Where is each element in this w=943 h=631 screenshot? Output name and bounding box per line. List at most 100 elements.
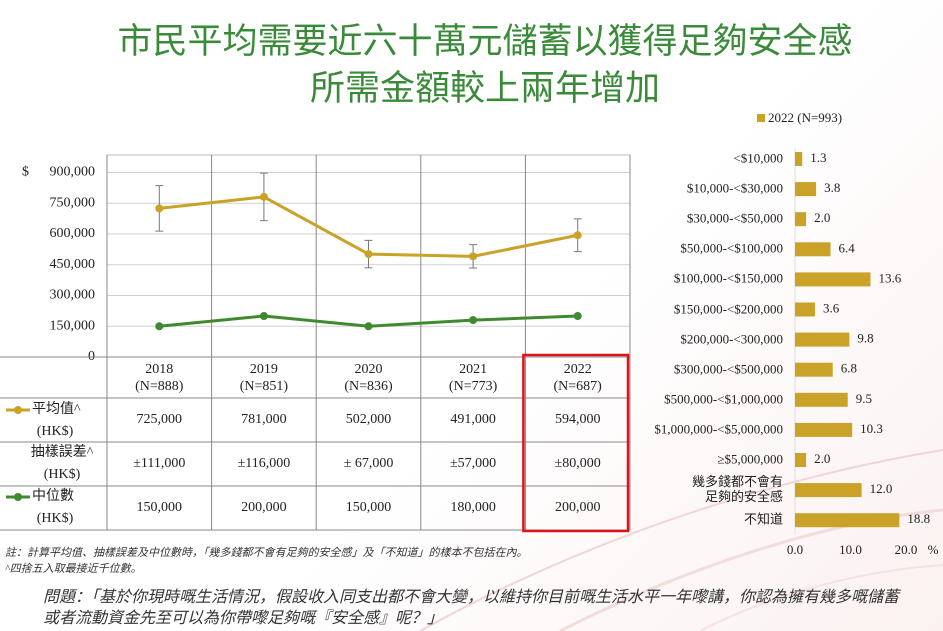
category-label html-label: $500,000-<$1,000,000 xyxy=(664,391,783,407)
data-point xyxy=(155,204,164,213)
value-label: 3.6 xyxy=(823,300,840,315)
value-label: 9.8 xyxy=(857,331,873,346)
legend-label: 平均值^ xyxy=(32,401,81,417)
table-error: ± 67,000 xyxy=(344,456,394,471)
category-label html-label: 幾多錢都不會有 足夠的安全感 xyxy=(691,474,783,505)
category-label html-label: $300,000-<$500,000 xyxy=(673,361,783,377)
x-tick-label: 0.0 xyxy=(787,542,803,557)
y-tick-label: 750,000 xyxy=(50,195,96,210)
value-label: 12.0 xyxy=(870,481,893,496)
row-label: 抽樣誤差^ xyxy=(31,443,94,460)
value-label: 9.5 xyxy=(856,391,872,406)
bar xyxy=(795,362,833,377)
sample-size: (N=773) xyxy=(449,379,498,394)
row-unit: (HK$) xyxy=(37,511,74,526)
legend-label: 中位數 xyxy=(32,488,74,504)
category-label html-label: 不知道 xyxy=(743,511,783,527)
table-value: 502,000 xyxy=(346,412,392,427)
data-point xyxy=(573,231,582,240)
bar xyxy=(795,422,853,437)
legend-marker xyxy=(14,406,22,414)
bar xyxy=(795,392,848,407)
category-label html-label: $100,000-<$150,000 xyxy=(673,270,783,286)
legend-marker xyxy=(14,493,22,501)
value-label: 18.8 xyxy=(907,511,930,526)
data-point xyxy=(573,312,582,320)
x-tick-label: 2019 xyxy=(250,362,278,377)
x-tick-label: 2020 xyxy=(355,362,383,377)
x-tick-label: 20.0 xyxy=(895,542,918,557)
bar xyxy=(795,513,900,528)
category-label html-label: $200,000-<300,000 xyxy=(680,331,783,347)
legend-label: 2022 (N=993) xyxy=(768,110,842,125)
bar xyxy=(795,152,803,166)
data-point xyxy=(469,316,478,325)
table-value: 150,000 xyxy=(346,500,392,515)
table-value: 491,000 xyxy=(450,412,496,427)
table-error: ±116,000 xyxy=(238,456,291,471)
question: 問題：「基於你現時嘅生活情況，假設收入同支出都不會大變，以維持你目前嘅生活水平一… xyxy=(43,589,900,627)
highlight-box xyxy=(522,353,630,533)
data-point xyxy=(155,322,164,331)
legend-swatch xyxy=(757,114,765,122)
decor-curve xyxy=(559,508,943,631)
value-label: 13.6 xyxy=(878,270,901,285)
data-point xyxy=(469,252,478,261)
table-value: 200,000 xyxy=(241,500,287,515)
y-unit: $ xyxy=(22,165,29,180)
sample-size: (N=687) xyxy=(554,379,603,394)
bar xyxy=(795,332,850,347)
x-tick-label: 2018 xyxy=(145,362,173,377)
value-label: 10.3 xyxy=(860,421,883,436)
value-label: 2.0 xyxy=(814,451,830,466)
y-tick-label: 300,000 xyxy=(50,288,96,303)
sample-size: (N=888) xyxy=(135,379,184,394)
table-value: 781,000 xyxy=(241,412,287,427)
table-error: ±111,000 xyxy=(133,456,185,471)
value-label: 2.0 xyxy=(814,210,830,225)
note: ^四捨五入取最接近千位數。 xyxy=(5,563,142,575)
decor-curve xyxy=(699,564,943,631)
decor-curve xyxy=(419,449,943,631)
bar xyxy=(795,242,831,257)
value-label: 6.8 xyxy=(841,361,857,376)
data-point xyxy=(364,322,373,331)
note: 註：計算平均值、抽樣誤差及中位數時，「幾多錢都不會有足夠的安全感」及「不知道」的… xyxy=(5,547,528,559)
bar xyxy=(795,212,807,227)
category-label html-label: $10,000-<$30,000 xyxy=(686,180,783,196)
bar xyxy=(795,302,815,317)
data-point xyxy=(259,312,268,320)
sample-size: (N=851) xyxy=(240,379,289,394)
x-tick-label: 10.0 xyxy=(839,542,862,557)
table-value: 594,000 xyxy=(555,412,601,427)
value-label: 1.3 xyxy=(810,150,826,165)
bar xyxy=(795,182,817,197)
sample-size: (N=836) xyxy=(344,379,393,394)
row-unit: (HK$) xyxy=(37,424,74,439)
category-label html-label: <$10,000 xyxy=(733,150,783,166)
table-value: 150,000 xyxy=(137,500,183,515)
bar xyxy=(795,272,871,287)
table-value: 180,000 xyxy=(450,500,496,515)
y-tick-label: 900,000 xyxy=(50,165,96,180)
bar xyxy=(795,483,862,498)
y-tick-label: 600,000 xyxy=(50,226,96,241)
y-tick-label: 450,000 xyxy=(50,257,96,272)
value-label: 3.8 xyxy=(824,180,840,195)
category-label html-label: ≥$5,000,000 xyxy=(717,451,783,467)
table-error: ±57,000 xyxy=(450,456,496,471)
x-unit: % xyxy=(928,542,939,557)
data-point xyxy=(364,250,373,259)
y-tick-label: 150,000 xyxy=(50,318,96,333)
x-tick-label: 2022 xyxy=(564,362,592,377)
title-line: 市民平均需要近六十萬元儲蓄以獲得足夠安全感 xyxy=(117,22,852,61)
category-label html-label: $50,000-<$100,000 xyxy=(680,240,783,256)
table-value: 200,000 xyxy=(555,500,601,515)
value-label: 6.4 xyxy=(839,240,856,255)
data-point xyxy=(259,192,268,201)
table-error: ±80,000 xyxy=(555,456,601,471)
title-line: 所需金額較上兩年增加 xyxy=(310,69,660,108)
